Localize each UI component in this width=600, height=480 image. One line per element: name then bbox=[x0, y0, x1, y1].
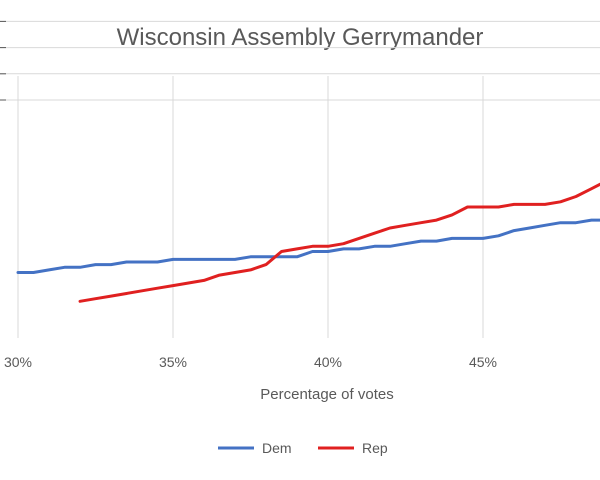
x-tick-label: 30% bbox=[4, 354, 32, 370]
legend-label-rep: Rep bbox=[362, 440, 388, 456]
series-layer bbox=[16, 182, 600, 303]
x-tick-label: 35% bbox=[159, 354, 187, 370]
chart-title: Wisconsin Assembly Gerrymander bbox=[117, 24, 484, 51]
series-line-rep bbox=[78, 182, 600, 303]
legend-label-dem: Dem bbox=[262, 440, 292, 456]
x-tick-label: 40% bbox=[314, 354, 342, 370]
x-tick-label: 45% bbox=[469, 354, 497, 370]
x-axis-ticks: 30%35%40%45%50%55%60%65% bbox=[4, 354, 497, 370]
x-axis-label: Percentage of votes bbox=[260, 386, 393, 403]
series-line-dem bbox=[16, 218, 600, 274]
legend: Dem Rep bbox=[218, 440, 388, 456]
gridlines bbox=[0, 20, 600, 338]
